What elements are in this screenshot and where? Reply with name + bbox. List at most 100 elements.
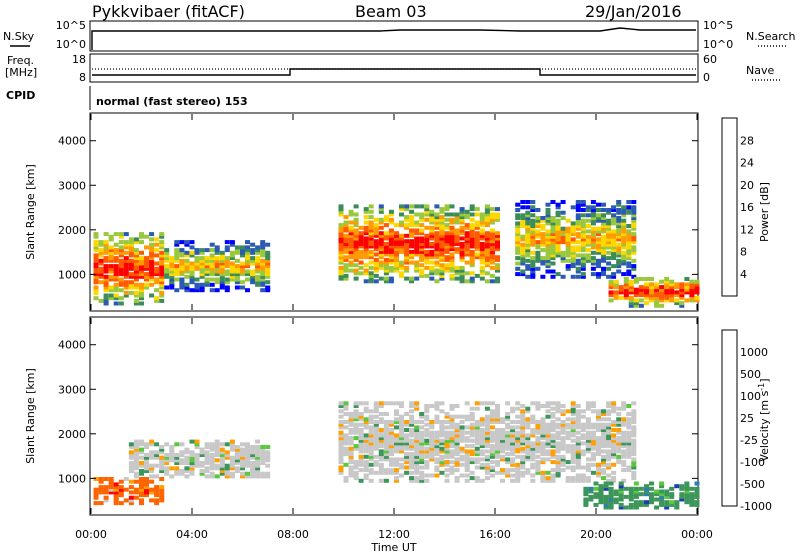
power-cell [128,264,134,269]
power-cell [434,271,440,276]
power-cell [363,241,369,246]
power-cell [204,248,210,253]
velocity-cell [174,469,180,473]
velocity-cell [224,455,230,460]
velocity-cell [540,478,546,483]
power-cell [434,217,440,222]
power-cell [575,261,581,266]
velocity-cell [108,479,114,484]
velocity-cell [588,497,594,502]
velocity-cell [525,409,531,414]
velocity-cell [449,468,455,473]
velocity-cell [449,444,455,449]
power-cell [439,249,445,254]
power-cell [659,290,665,295]
velocity-cell [621,460,627,465]
power-cell [601,248,606,253]
power-cell [378,225,384,230]
power-cell [596,213,601,218]
velocity-cell [133,463,139,468]
power-cell [358,271,364,276]
power-cell [93,296,99,301]
velocity-cell [353,401,359,406]
power-cell [98,280,104,285]
velocity-cell [644,489,649,494]
power-cell [353,252,359,257]
velocity-cell [621,417,627,422]
date-title: 29/Jan/2016 [585,2,682,21]
power-cell [353,233,359,238]
power-cell [214,248,220,253]
velocity-cell [144,477,149,481]
velocity-cell [394,438,399,443]
velocity-cell [489,460,495,465]
velocity-cell [454,444,460,449]
velocity-cell [631,401,637,406]
velocity-cell [439,441,445,446]
velocity-cell [378,478,384,483]
velocity-cell [515,401,521,406]
velocity-cell [108,487,114,492]
power-cell [199,248,205,253]
power-cell [260,240,266,245]
power-cell [580,226,586,231]
velocity-cell [515,454,521,459]
velocity-cell [343,438,349,443]
power-cell [133,301,139,306]
power-cell [525,216,531,220]
velocity-cell [596,422,601,427]
power-cell [368,204,374,209]
velocity-cell [144,493,149,498]
colorbar-tick-label: 4 [740,268,747,281]
velocity-cell [575,473,581,478]
power-cell [520,216,526,220]
power-cell [469,263,475,268]
power-cell [545,218,551,223]
velocity-cell [479,417,485,422]
power-cell [204,258,210,263]
velocity-cell [174,461,180,465]
velocity-cell [409,428,415,432]
power-cell [118,234,124,239]
velocity-cell [394,457,399,462]
power-cell [388,244,394,249]
power-cell [580,248,586,253]
power-cell [621,253,627,258]
velocity-cell [601,428,606,432]
velocity-cell [419,433,425,438]
velocity-cell [144,479,149,484]
x-tick-label: 00:00 [681,528,713,541]
power-cell [394,244,399,249]
power-cell [644,290,649,295]
power-cell [469,279,475,284]
power-cell [489,228,495,233]
power-cell [585,218,591,223]
power-cell [98,253,104,258]
power-cell [484,247,490,252]
power-cell [479,231,485,236]
velocity-cell [500,441,505,446]
power-cell [174,277,180,282]
power-cell [260,248,266,253]
power-cell [260,245,266,250]
velocity-cell [469,449,475,454]
power-cell [108,269,114,274]
velocity-cell [394,478,399,483]
power-cell [424,212,430,217]
power-cell [399,247,404,252]
power-cell [601,242,606,247]
power-cell [118,266,124,271]
sky-tick-bottom: 10^0 [56,38,86,51]
power-cell [338,209,344,214]
velocity-cell [565,433,571,438]
power-cell [596,218,601,223]
velocity-cell [245,450,250,455]
velocity-cell [348,436,354,441]
power-cell [414,247,420,252]
velocity-cell [585,436,591,441]
power-cell [616,248,622,253]
velocity-cell [229,474,235,479]
power-cell [623,279,629,284]
power-cell [580,256,586,261]
